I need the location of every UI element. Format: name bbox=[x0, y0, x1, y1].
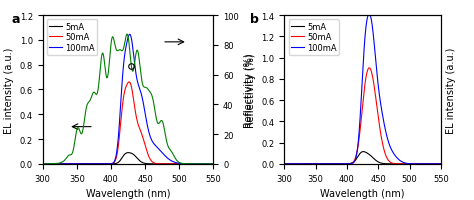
Y-axis label: Reflectivity (%): Reflectivity (%) bbox=[246, 53, 256, 127]
Text: b: b bbox=[250, 13, 259, 26]
Y-axis label: EL intensity (a.u.): EL intensity (a.u.) bbox=[4, 47, 14, 133]
Y-axis label: EL intensity (a.u.): EL intensity (a.u.) bbox=[447, 47, 456, 133]
Text: a: a bbox=[12, 13, 20, 26]
Legend: 5mA, 50mA, 100mA: 5mA, 50mA, 100mA bbox=[47, 20, 97, 55]
X-axis label: Wavelength (nm): Wavelength (nm) bbox=[86, 188, 170, 198]
Y-axis label: Reflectivity (%): Reflectivity (%) bbox=[244, 53, 255, 127]
X-axis label: Wavelength (nm): Wavelength (nm) bbox=[320, 188, 405, 198]
Legend: 5mA, 50mA, 100mA: 5mA, 50mA, 100mA bbox=[289, 20, 339, 55]
